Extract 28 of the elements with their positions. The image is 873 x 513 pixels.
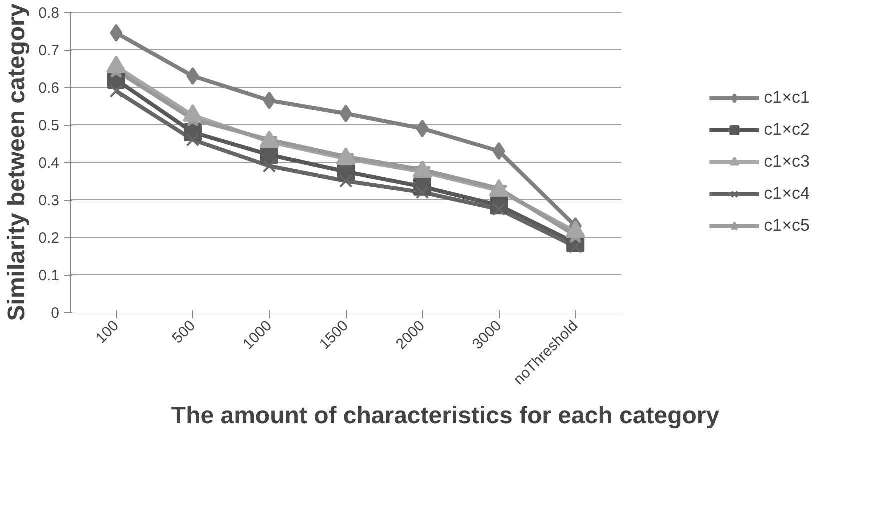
point <box>186 133 200 147</box>
y-tick-label: 0.4 <box>38 155 60 172</box>
legend-label: c1×c4 <box>764 184 810 204</box>
y-tick-label: 0.6 <box>38 80 60 97</box>
y-tick-label: 0.8 <box>38 5 60 22</box>
point <box>186 67 200 86</box>
legend-label: c1×c2 <box>764 120 810 140</box>
point <box>340 104 352 123</box>
legend-label: c1×c1 <box>764 88 810 108</box>
point <box>263 92 276 110</box>
x-tick-label: 500 <box>169 317 199 348</box>
point <box>339 174 353 188</box>
y-axis-title: Similarity between category <box>4 3 31 322</box>
point <box>262 160 276 173</box>
legend-label: c1×c5 <box>764 216 810 236</box>
point <box>110 24 123 42</box>
point <box>492 142 506 160</box>
legend-label: c1×c3 <box>764 152 810 172</box>
y-tick-label: 0.1 <box>38 268 60 284</box>
x-axis-title: The amount of characteristics for each category <box>171 402 720 430</box>
y-tick-label: 0 <box>51 305 60 322</box>
point <box>110 84 124 98</box>
y-tick-label: 0.3 <box>38 192 60 210</box>
y-tick-label: 0.7 <box>38 42 60 60</box>
y-tick-label: 0.2 <box>38 230 60 247</box>
x-tick-label: 100 <box>92 317 122 348</box>
y-tick-label: 0.5 <box>38 118 60 134</box>
point <box>416 120 429 138</box>
